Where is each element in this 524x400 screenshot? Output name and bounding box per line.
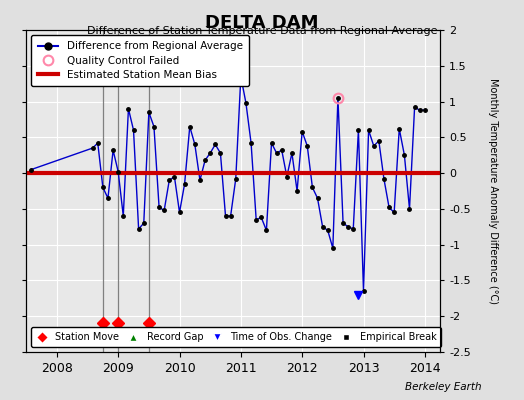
- Y-axis label: Monthly Temperature Anomaly Difference (°C): Monthly Temperature Anomaly Difference (…: [488, 78, 498, 304]
- Text: DELTA DAM: DELTA DAM: [205, 14, 319, 32]
- Legend: Station Move, Record Gap, Time of Obs. Change, Empirical Break: Station Move, Record Gap, Time of Obs. C…: [31, 328, 441, 347]
- Text: Berkeley Earth: Berkeley Earth: [406, 382, 482, 392]
- Text: Difference of Station Temperature Data from Regional Average: Difference of Station Temperature Data f…: [87, 26, 437, 36]
